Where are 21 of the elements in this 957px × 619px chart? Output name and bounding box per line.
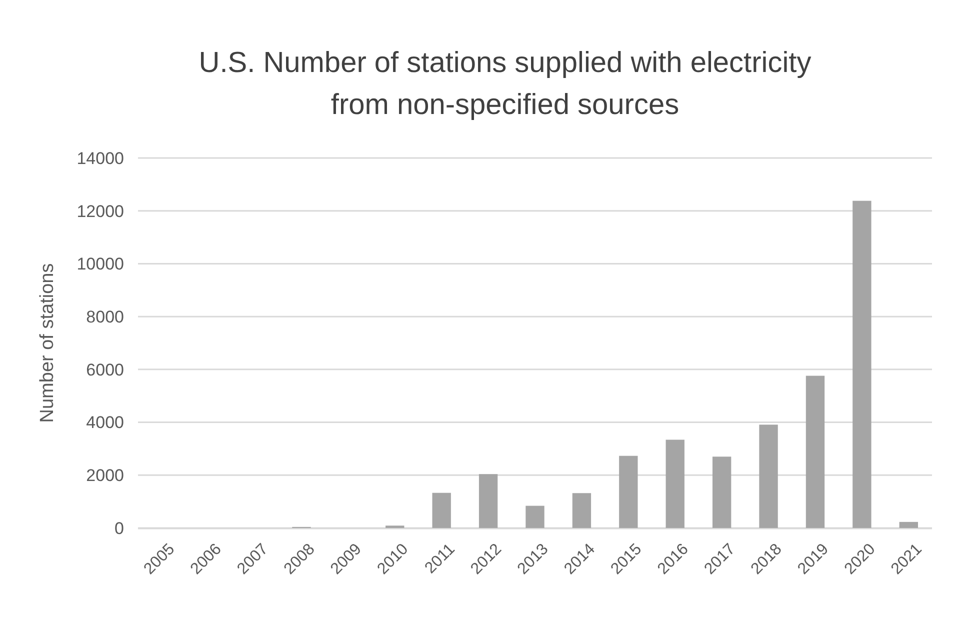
bar <box>712 456 732 528</box>
y-axis-title: Number of stations <box>37 263 58 423</box>
y-tick-label: 2000 <box>86 466 124 486</box>
bar <box>852 200 872 528</box>
y-tick-label: 0 <box>114 518 124 538</box>
y-tick-label: 6000 <box>86 360 124 380</box>
bar <box>666 440 684 528</box>
y-tick-label: 10000 <box>76 254 124 274</box>
bar <box>432 492 451 528</box>
y-tick-label: 8000 <box>86 308 124 327</box>
bar <box>572 493 592 528</box>
bar <box>619 456 638 528</box>
bar <box>899 522 918 528</box>
y-tick-label: 12000 <box>76 202 124 221</box>
bar <box>759 424 778 528</box>
y-tick-label: 4000 <box>86 413 124 432</box>
bar <box>526 506 544 528</box>
bar <box>806 376 825 528</box>
y-tick-label: 14000 <box>76 148 124 168</box>
chart-title: U.S. Number of stations supplied with electricity from non-specified sources <box>198 47 812 121</box>
bar <box>478 474 498 528</box>
